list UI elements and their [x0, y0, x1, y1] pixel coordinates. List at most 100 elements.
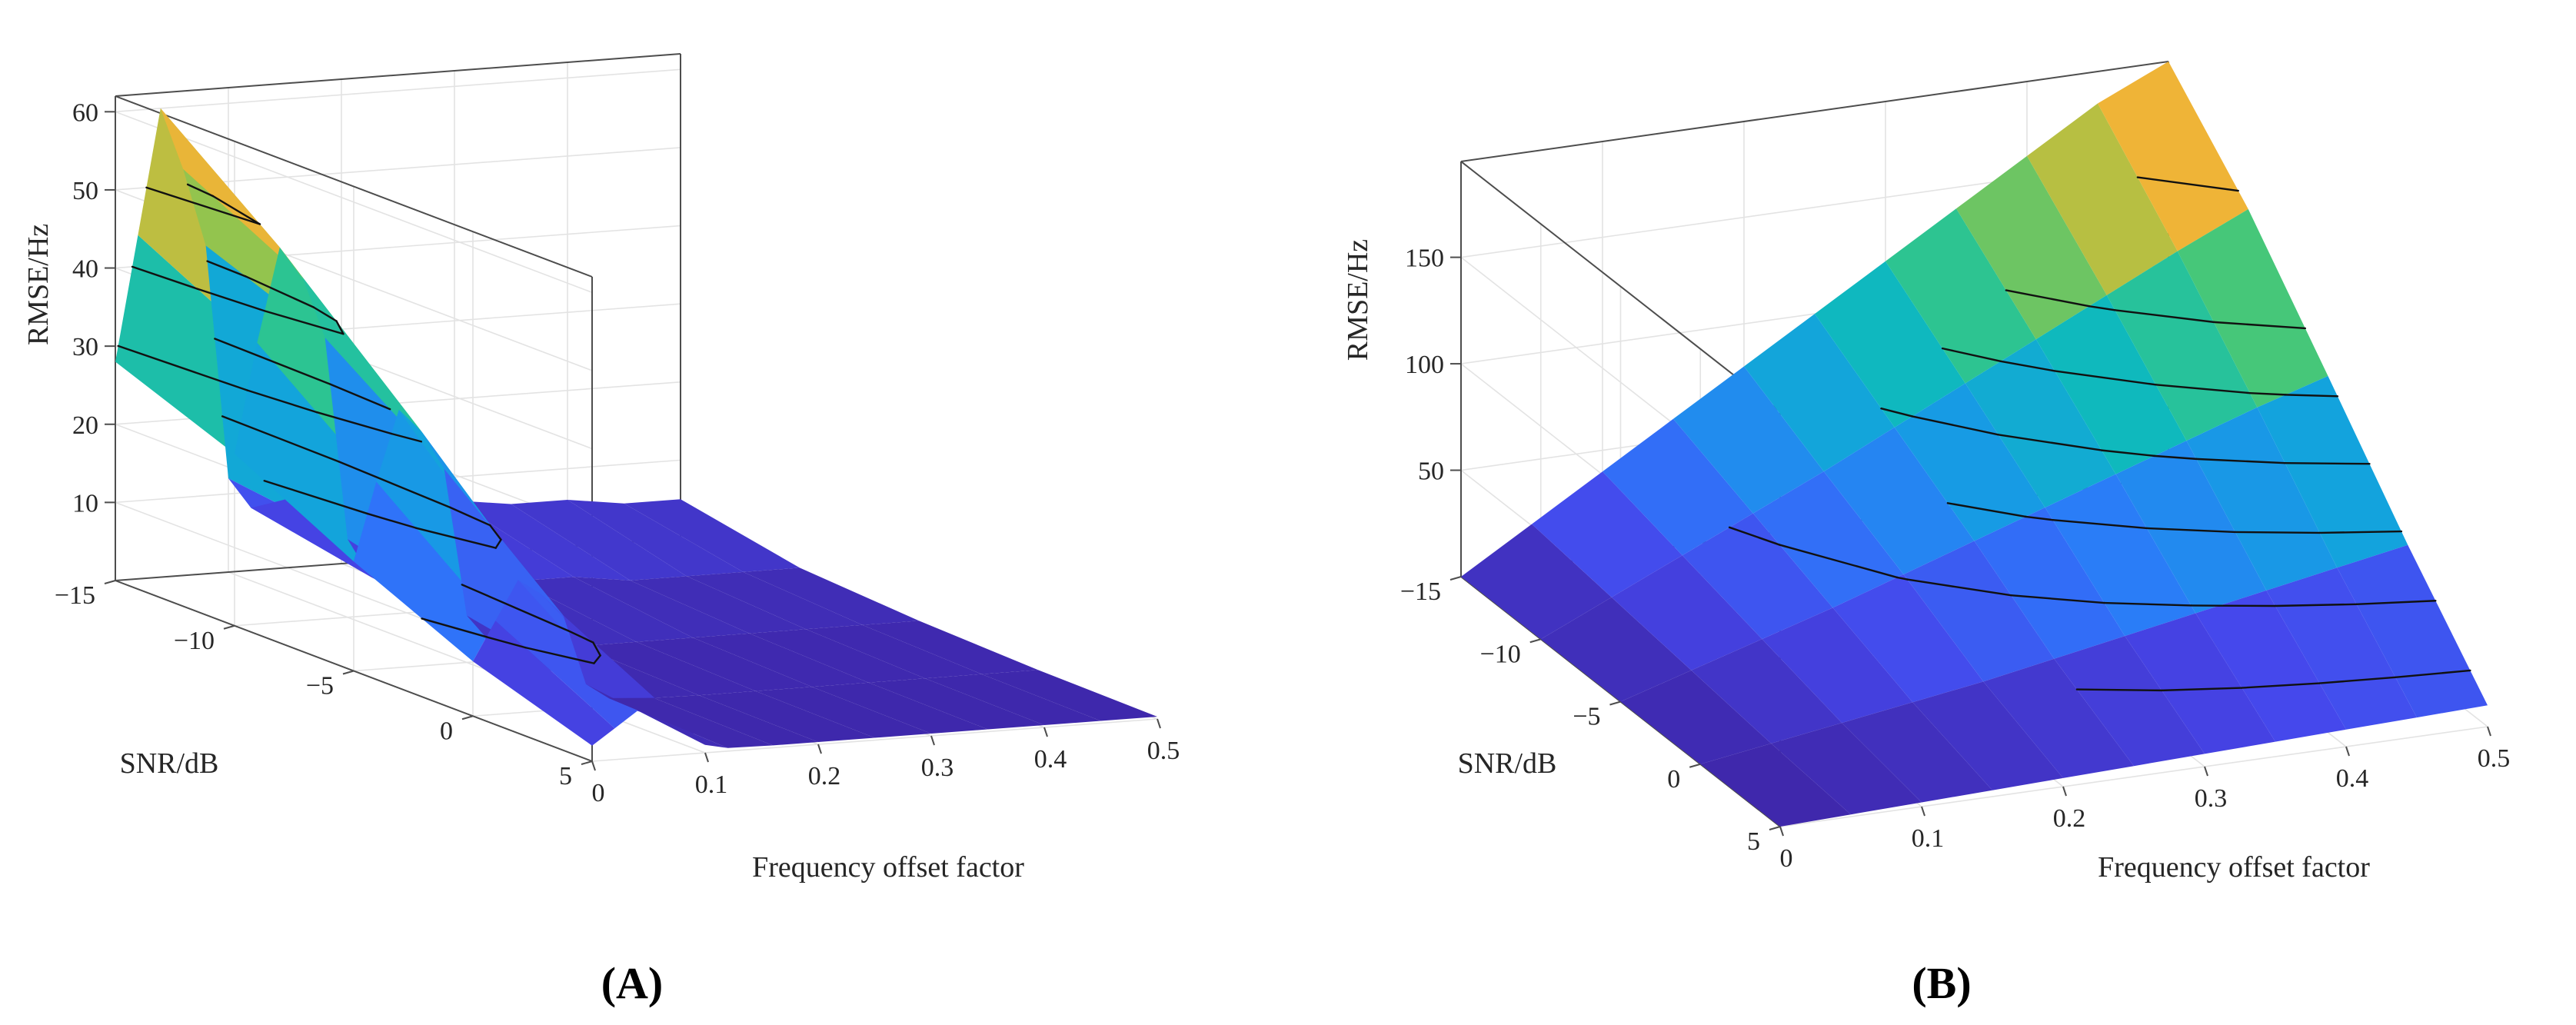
y-tick-label: −15 [1400, 577, 1441, 606]
surface-patch [1700, 743, 1851, 827]
surface-mesh [1461, 62, 2488, 827]
x-tick-label: 0.5 [1147, 737, 1180, 765]
contour-segment [1999, 360, 2056, 372]
contour-segment [2234, 531, 2321, 534]
surface-patch [925, 674, 1101, 725]
surface-patch [636, 637, 812, 691]
surface-patch [608, 697, 774, 748]
surface-patch [1974, 508, 2125, 659]
surface-patch [1894, 383, 2045, 541]
contour-segment [1728, 526, 1781, 546]
contour-segment [2155, 384, 2252, 394]
contour-segment [211, 195, 261, 225]
contour-segment [2053, 370, 2157, 386]
contour-segment [206, 260, 247, 278]
surface-patch [580, 641, 756, 696]
x-tick-label: 0 [1780, 844, 1793, 873]
contour-segment [264, 310, 344, 335]
y-tick-label: −5 [1573, 703, 1600, 731]
contour-segment [1941, 347, 2002, 363]
contour-segment [2318, 530, 2403, 534]
contour-segment [2241, 682, 2321, 689]
contour-segment [2274, 603, 2358, 607]
contour-segment [2195, 458, 2286, 464]
contour-segment [2153, 454, 2198, 461]
contour-segment [221, 415, 340, 463]
surface-patch [1965, 339, 2116, 508]
surface-patch [1603, 418, 1753, 556]
contour-segment [2145, 527, 2236, 534]
y-tick-label: 0 [440, 717, 453, 745]
surface-patch [868, 678, 1044, 730]
z-tick-label: 150 [1405, 245, 1444, 273]
surface-patch [1912, 681, 2063, 790]
contour-segment [196, 288, 266, 312]
contour-segment [485, 636, 527, 649]
surface-panel-a: 0 0.1 0.2 0.3 0.4 0.5−15−10−505102030405060Fr… [22, 53, 1180, 884]
surface-patch [1611, 555, 1762, 671]
surface-patch [1673, 366, 1824, 514]
surface-patch [630, 576, 806, 634]
y-axis-label: SNR/dB [1458, 747, 1557, 780]
surface-patch [1885, 208, 2036, 384]
x-tick-label: 0.2 [2053, 804, 2086, 833]
surface-patch [2186, 407, 2338, 591]
contour-segment [2136, 176, 2239, 192]
surface-patch [1956, 155, 2107, 340]
x-tick-label: 0.4 [2336, 764, 2369, 793]
contour-segment [494, 538, 502, 549]
surface-patch [2257, 376, 2408, 568]
x-tick-label: 0.2 [808, 762, 841, 790]
surface-patch [687, 571, 863, 630]
contour-segment [1880, 407, 1913, 418]
contour-segment [2114, 309, 2215, 324]
y-tick-label: 0 [1667, 765, 1680, 794]
surface-patch [2177, 209, 2328, 408]
contour-segment [592, 641, 601, 657]
x-tick-label: 0.1 [695, 770, 728, 799]
contour-segment [2285, 394, 2339, 398]
x-axis-label: Frequency offset factor [2098, 851, 2370, 884]
x-tick-label: 0.5 [2478, 744, 2511, 773]
surface-patch [743, 567, 919, 625]
surface-patch [473, 621, 615, 746]
contour-lines [117, 183, 601, 664]
contour-segment [1997, 434, 2103, 451]
contour-segment [186, 183, 215, 198]
z-tick-label: 10 [72, 489, 98, 517]
y-tick-label: −15 [55, 581, 95, 610]
contour-segment [2318, 676, 2397, 684]
contour-segment [312, 306, 338, 322]
contour-segment [246, 389, 318, 414]
contour-segment [2025, 515, 2054, 521]
surface-patch [2045, 474, 2196, 637]
z-axis-label: RMSE/Hz [1342, 239, 1374, 361]
surface-patch [1815, 261, 1965, 428]
contour-segment [593, 654, 601, 664]
x-tick-label: 0.4 [1034, 745, 1067, 774]
surface-patch [1983, 658, 2134, 778]
surface-patch [1903, 541, 2055, 682]
surface-patch [1461, 524, 1612, 640]
contour-segment [2010, 594, 2105, 604]
contour-segment [2248, 391, 2287, 396]
contour-segment [2284, 462, 2371, 465]
contour-segment [567, 630, 594, 644]
surface-patch [2098, 62, 2248, 251]
x-tick-label: 0.3 [921, 754, 954, 782]
contour-segment [524, 646, 595, 664]
panel-label-a: (A) [601, 958, 664, 1008]
y-tick-label: −10 [1480, 640, 1521, 668]
surface-patch [654, 695, 818, 746]
contour-segment [214, 338, 331, 385]
z-tick-label: 100 [1405, 351, 1444, 379]
surface-patch [1823, 427, 1975, 574]
z-tick-label: 50 [1418, 458, 1444, 486]
panel-label-b: (B) [1912, 958, 1971, 1008]
x-tick-label: 0.1 [1912, 824, 1945, 853]
surface-patch [2266, 567, 2417, 730]
surface-patch [812, 682, 988, 734]
surface-patch [2195, 590, 2346, 742]
surface-patch [567, 500, 744, 577]
